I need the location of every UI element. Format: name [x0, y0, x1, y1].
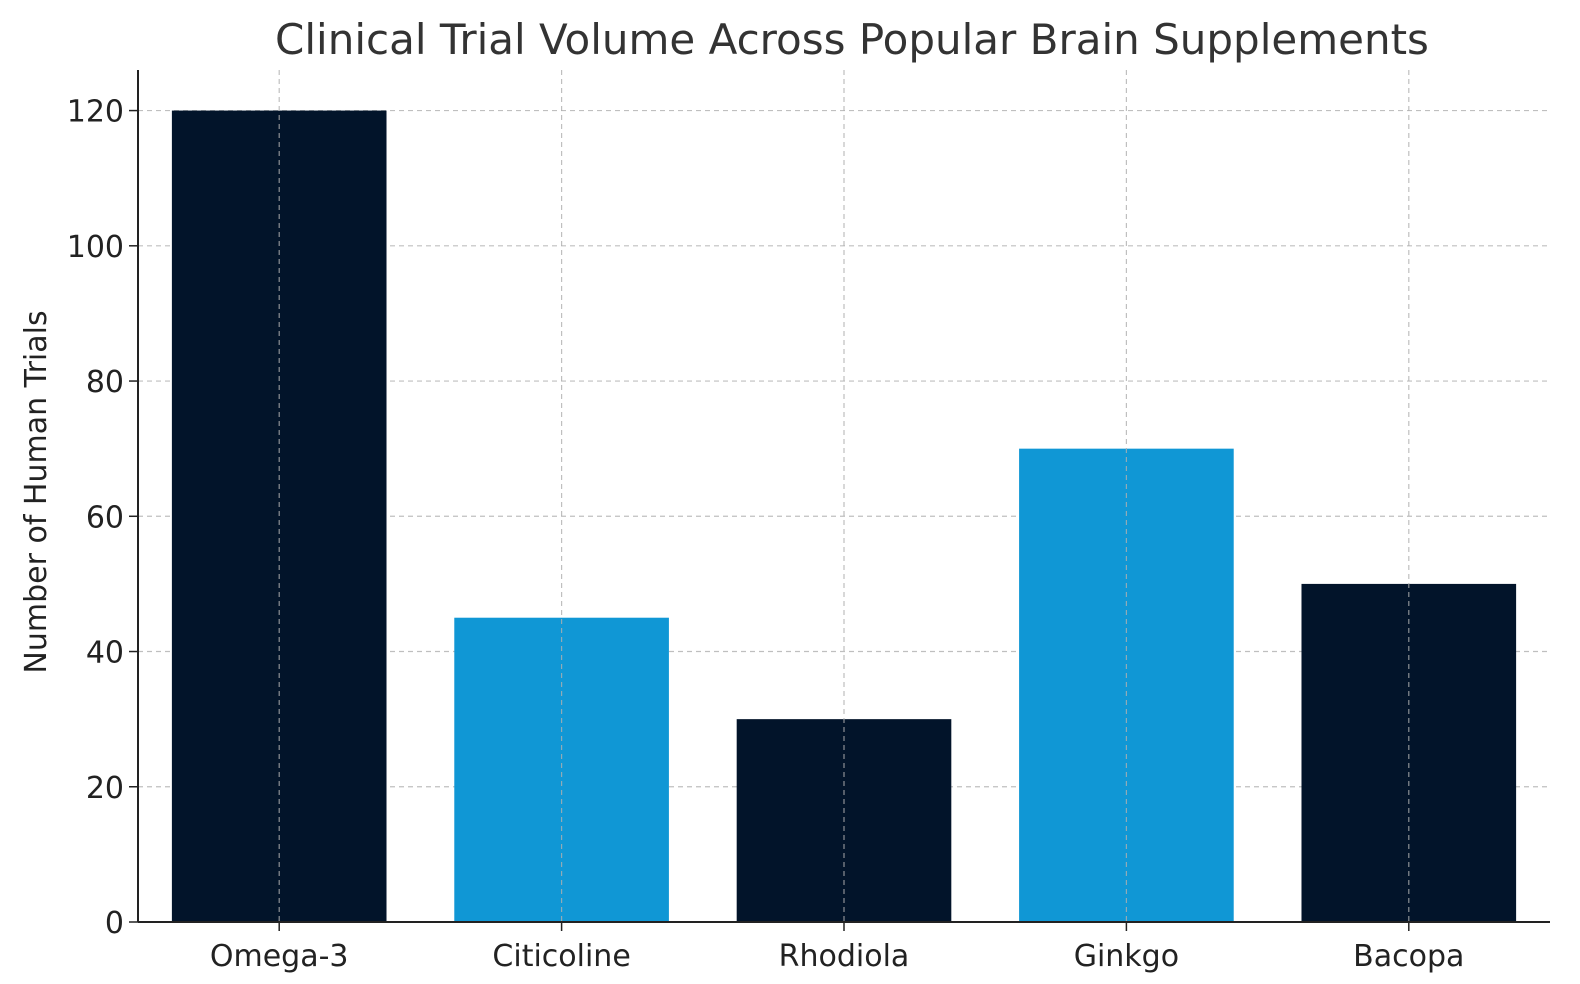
chart-title: Clinical Trial Volume Across Popular Bra…	[275, 15, 1429, 64]
bar-citicoline	[454, 617, 669, 922]
vertical-grid-layer	[278, 70, 1410, 922]
y-tick-label: 0	[105, 906, 124, 941]
y-tick-label: 40	[86, 636, 124, 671]
x-tick-label: Citicoline	[492, 939, 630, 974]
x-ticks-layer: Omega-3 Citicoline Rhodiola Ginkgo Bacopa	[210, 922, 1464, 974]
x-tick-label: Ginkgo	[1074, 939, 1179, 974]
y-tick-label: 80	[86, 365, 124, 400]
y-tick-label: 60	[86, 500, 124, 535]
y-ticks-layer: 0 20 40 60 80 100 120	[67, 95, 138, 941]
y-tick-label: 20	[86, 771, 124, 806]
y-tick-label: 100	[67, 230, 124, 265]
x-tick-label: Rhodiola	[779, 939, 910, 974]
y-axis-label: Number of Human Trials	[19, 310, 54, 673]
x-tick-label: Omega-3	[210, 939, 349, 974]
y-tick-label: 120	[67, 95, 124, 130]
x-tick-label: Bacopa	[1353, 939, 1464, 974]
